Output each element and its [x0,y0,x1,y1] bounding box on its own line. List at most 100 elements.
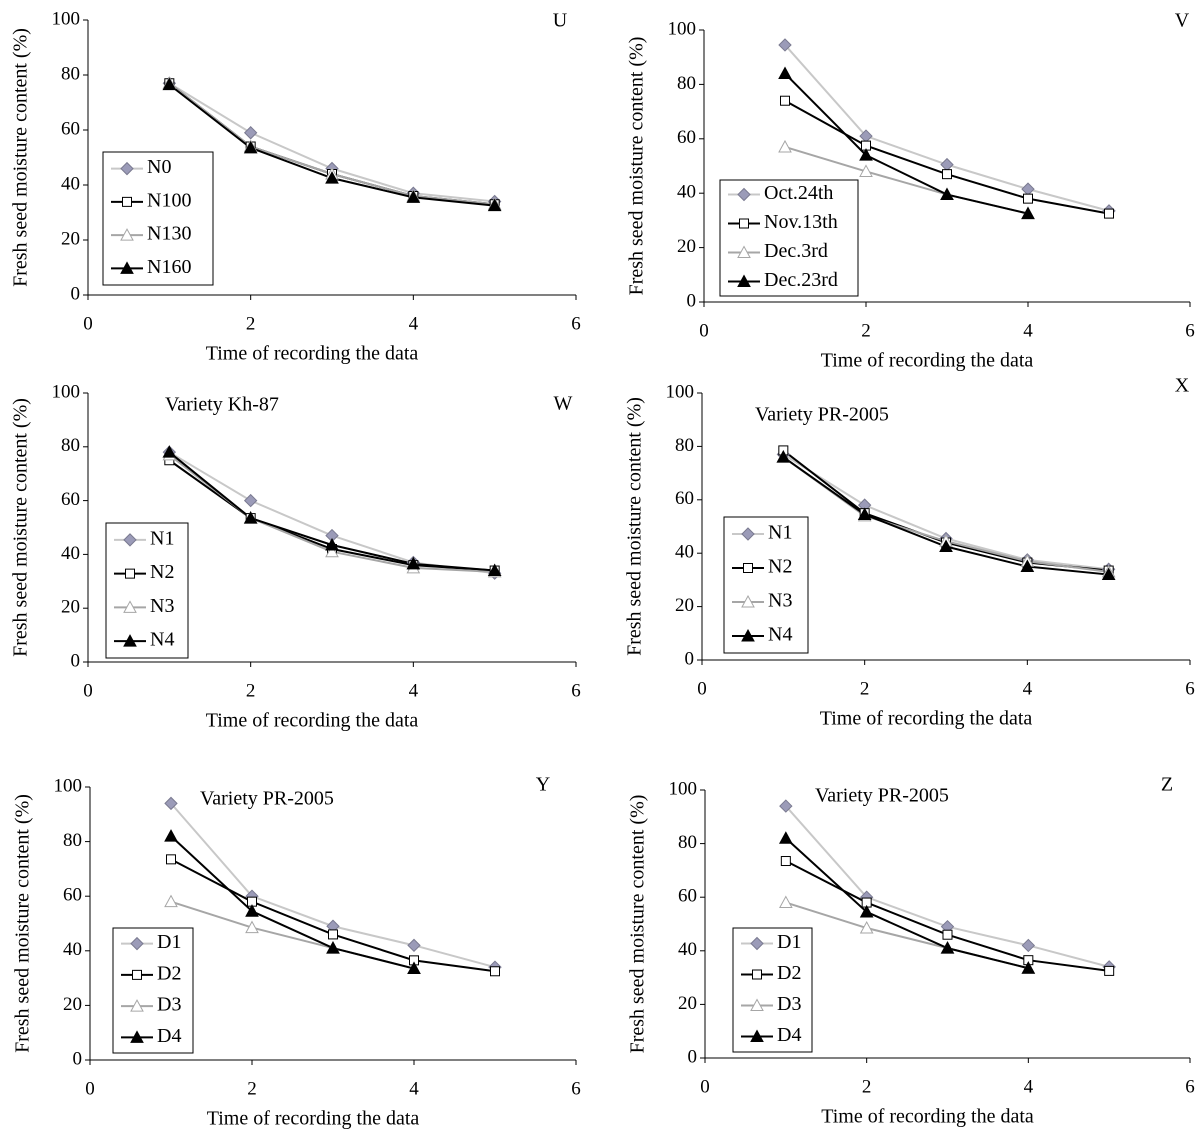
legend [112,927,194,1054]
panel-title: U [553,10,568,32]
x-tick-label: 2 [246,680,256,701]
data-point [1021,938,1036,953]
data-point [859,148,873,161]
y-axis-label: Fresh seed moisture content (%) [10,28,32,287]
legend-marker [120,228,134,241]
series-line [168,82,495,203]
x-tick-label: 2 [860,678,870,699]
legend-marker [750,936,764,951]
panel-title: X [1175,375,1190,397]
series-line [782,456,1109,576]
legend-marker [120,161,134,176]
series-line [782,456,1109,573]
y-tick-label: 40 [675,542,694,563]
y-axis-label: Fresh seed moisture content (%) [624,397,646,656]
data-point [942,929,953,940]
data-point [407,938,421,953]
y-tick-label: 80 [678,832,697,853]
x-tick-label: 4 [409,680,419,701]
legend [102,151,214,286]
x-tick-label: 4 [1023,320,1033,341]
legend-label: D2 [777,962,801,984]
y-axis-label: Fresh seed moisture content (%) [12,794,34,1053]
data-point [164,894,178,908]
legend-marker [120,261,134,274]
data-point [164,829,178,842]
x-tick-label: 6 [571,1078,581,1099]
legend-label: N160 [147,256,191,278]
y-axis-label: Fresh seed moisture content (%) [626,37,648,296]
legend-marker [741,628,755,642]
legend-label: D2 [157,962,181,984]
legend-marker [123,634,137,647]
y-tick-label: 40 [678,939,697,960]
series-line [170,835,415,970]
legend-label: N1 [150,527,174,549]
data-point [325,171,339,184]
data-point [1023,193,1033,204]
y-tick-label: 80 [675,435,694,456]
y-tick-label: 60 [61,118,80,139]
x-axis-label: Time of recording the data [206,343,419,365]
x-axis-label: Time of recording the data [820,708,1033,730]
legend-marker [123,600,137,613]
data-point [243,140,258,154]
series-line [784,72,1029,215]
data-point [1101,567,1116,581]
x-tick-label: 6 [571,680,581,701]
x-tick-label: 0 [83,680,93,701]
y-axis-label: Fresh seed moisture content (%) [627,795,649,1054]
legend-marker [130,999,144,1012]
data-point [780,856,791,867]
data-point [243,493,258,508]
y-tick-label: 80 [61,63,80,84]
y-tick-label: 100 [668,18,697,39]
legend [723,516,809,654]
x-tick-label: 6 [1185,678,1195,699]
data-point [1104,208,1114,219]
legend-label: D1 [157,931,181,953]
y-tick-label: 80 [677,73,696,94]
legend-label: N3 [768,590,792,612]
legend-label: N4 [768,624,792,646]
legend-label: D3 [157,994,181,1016]
series-line [168,82,495,206]
legend-marker [743,563,753,573]
data-point [406,190,421,203]
y-tick-label: 0 [71,650,81,671]
x-tick-label: 0 [85,1078,95,1099]
annotation: Variety PR-2005 [200,788,334,810]
y-tick-label: 20 [675,595,694,616]
y-tick-label: 0 [688,1046,698,1067]
x-tick-label: 4 [409,1078,419,1099]
data-point [1021,961,1036,974]
y-tick-label: 20 [63,994,82,1015]
series-line [782,449,1109,572]
data-point [778,38,792,52]
x-tick-label: 0 [699,320,709,341]
data-point [243,511,258,524]
legend-marker [737,274,751,287]
data-point [859,904,874,918]
legend [732,927,813,1053]
data-point [779,799,793,813]
legend-marker [752,969,762,980]
legend-marker [123,533,137,547]
data-point [487,563,502,577]
x-tick-label: 0 [700,1076,710,1097]
x-tick-label: 6 [571,313,581,334]
x-axis-label: Time of recording the data [821,350,1034,372]
legend-marker [132,969,142,980]
panel-title: Z [1161,774,1173,796]
series-line [168,82,495,206]
annotation: Variety PR-2005 [815,785,949,807]
legend-marker [130,1030,144,1043]
y-tick-label: 0 [687,290,697,311]
annotation: Variety PR-2005 [755,404,889,426]
x-tick-label: 4 [1024,1076,1034,1097]
data-point [1020,559,1035,573]
legend-label: N2 [150,561,174,583]
x-tick-label: 0 [83,313,93,334]
data-point [780,95,790,106]
